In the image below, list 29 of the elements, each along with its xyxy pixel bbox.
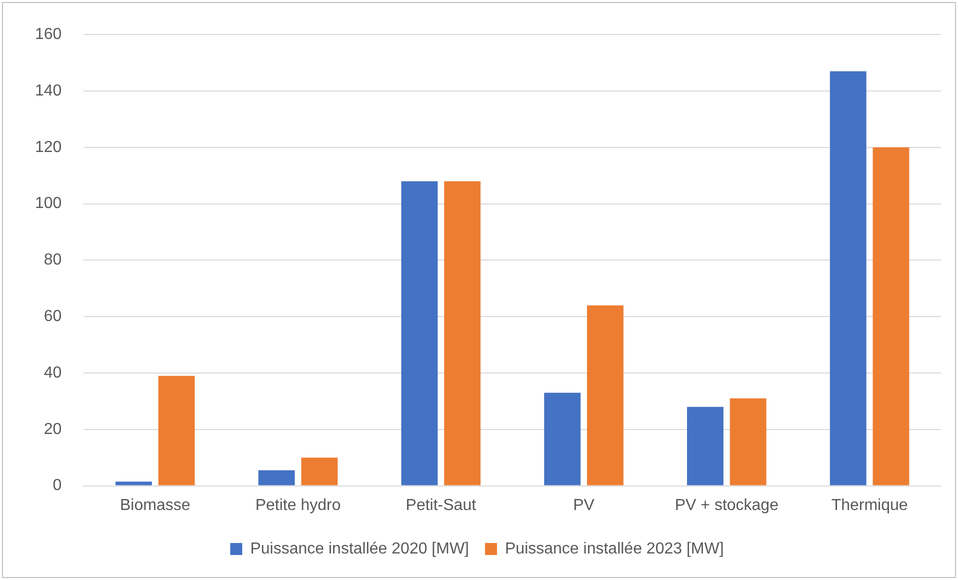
y-tick-label: 100 — [34, 195, 62, 212]
bar — [830, 71, 866, 486]
bar — [730, 398, 766, 486]
y-tick-label: 0 — [52, 477, 62, 494]
x-tick-label: Petit-Saut — [406, 496, 477, 514]
bar — [872, 147, 910, 486]
x-tick-label: PV + stockage — [674, 496, 779, 514]
legend-label: Puissance installée 2023 [MW] — [505, 540, 724, 558]
bar — [444, 181, 481, 486]
x-tick-label: Petite hydro — [255, 496, 341, 514]
y-tick-label: 120 — [34, 138, 62, 156]
bar — [587, 305, 624, 486]
bar — [258, 470, 295, 486]
bar — [687, 406, 724, 486]
y-tick-label: 160 — [34, 26, 62, 44]
bar — [158, 376, 195, 486]
y-tick-label: 60 — [44, 308, 62, 326]
legend-label: Puissance installée 2020 [MW] — [250, 540, 470, 558]
bar — [301, 458, 338, 486]
x-tick-label: Thermique — [831, 496, 908, 514]
y-tick-label: 80 — [44, 252, 62, 269]
bar — [115, 482, 152, 486]
bar — [544, 392, 581, 486]
y-tick-label: 40 — [44, 364, 62, 382]
x-tick-label: Biomasse — [120, 496, 190, 514]
bar — [401, 181, 438, 486]
y-tick-label: 140 — [34, 82, 62, 100]
x-tick-label: PV — [573, 496, 595, 514]
y-tick-label: 20 — [44, 420, 62, 438]
